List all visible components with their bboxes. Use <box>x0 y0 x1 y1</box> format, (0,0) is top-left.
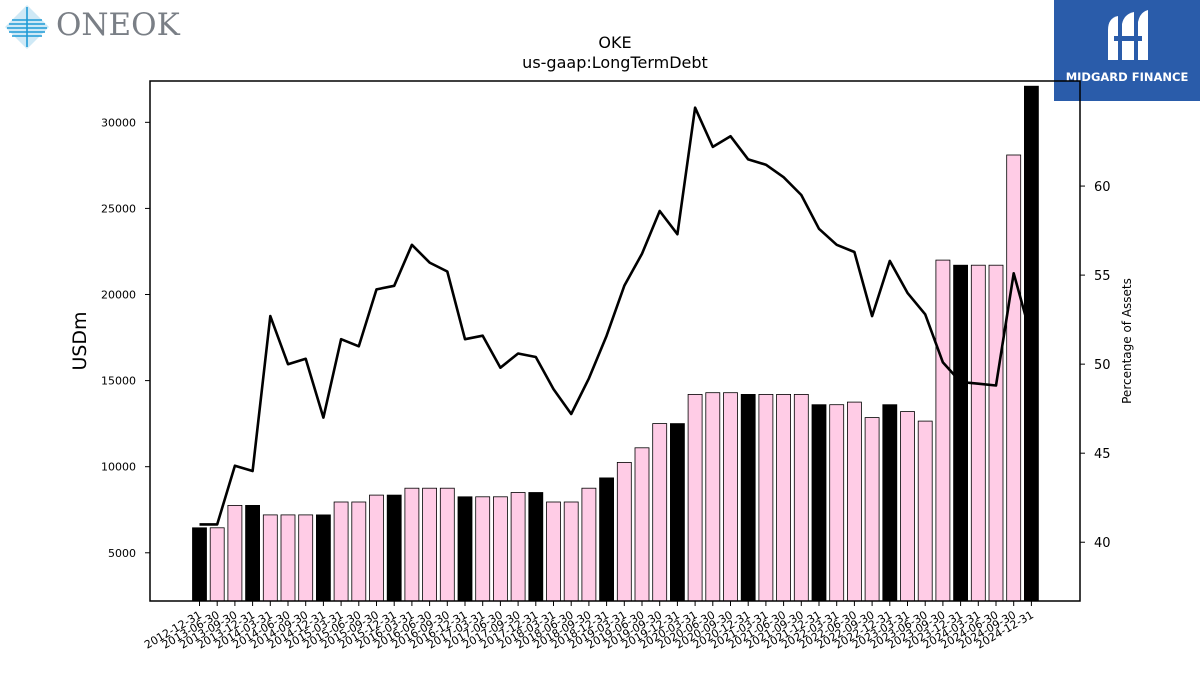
bar-2020-03-31 <box>687 393 703 602</box>
bar-2017-03-31 <box>475 496 491 602</box>
bar-2014-03-31 <box>262 514 278 602</box>
bar-2015-06-30 <box>351 501 367 602</box>
bar-2022-06-30 <box>847 401 862 602</box>
bar-2012-12-31 <box>192 527 207 602</box>
bar-2015-09-30 <box>369 494 384 602</box>
midgard-mark-icon <box>1108 10 1148 60</box>
bar-2018-09-30 <box>581 487 597 602</box>
chart-title: OKE <box>598 33 631 52</box>
bar-2023-03-31 <box>900 411 915 602</box>
bar-2020-12-31 <box>740 393 756 602</box>
bar-2018-03-31 <box>546 501 561 602</box>
y-axis-label: USDm <box>69 311 91 370</box>
bar-2017-06-30 <box>492 496 508 602</box>
y-tick-label: 30000 <box>101 116 136 129</box>
y-tick-label: 15000 <box>101 375 136 388</box>
bar-2021-12-31 <box>811 404 827 602</box>
oneok-logo-text: ONEOK <box>56 7 180 43</box>
bar-2014-06-30 <box>280 514 296 602</box>
bar-2019-09-30 <box>652 423 668 602</box>
y-tick-label: 10000 <box>101 461 136 474</box>
y2-tick-label: 45 <box>1094 447 1111 462</box>
bar-2020-09-30 <box>723 392 738 602</box>
bar-2022-03-31 <box>829 404 845 602</box>
plot-frame <box>149 80 1081 602</box>
bar-2015-12-31 <box>386 494 402 602</box>
line-layer <box>199 106 1033 526</box>
bar-2024-06-30 <box>988 264 1004 602</box>
midgard-finance-logo: MIDGARD FINANCE <box>1054 0 1200 101</box>
bar-2021-09-30 <box>793 393 809 602</box>
y-tick-label: 20000 <box>101 289 136 302</box>
y2-tick-label: 50 <box>1094 358 1111 373</box>
bar-2016-12-31 <box>457 496 473 602</box>
bar-2019-12-31 <box>670 423 685 602</box>
oneok-logo <box>4 4 164 50</box>
bar-2024-09-30 <box>1006 154 1022 602</box>
bar-2018-12-31 <box>599 477 614 602</box>
bar-2022-09-30 <box>864 417 880 602</box>
bar-2024-03-31 <box>970 264 986 602</box>
bar-2015-03-31 <box>333 501 349 602</box>
bar-2016-09-30 <box>439 487 455 602</box>
midgard-finance-logo-text: MIDGARD FINANCE <box>1065 70 1189 84</box>
bar-2020-06-30 <box>705 392 721 602</box>
bar-2014-09-30 <box>298 514 314 602</box>
bar-2014-12-31 <box>315 514 331 602</box>
y-tick-label: 25000 <box>101 202 136 215</box>
y-axis-right: 40 45 50 55 60 <box>1080 180 1111 551</box>
bar-2024-12-31 <box>1024 85 1039 602</box>
y-axis-left: 5000 10000 15000 20000 25000 30000 <box>101 116 150 560</box>
bar-2016-06-30 <box>422 487 438 602</box>
y2-tick-label: 60 <box>1094 180 1111 195</box>
pct-assets-line <box>199 106 1033 526</box>
bar-2022-12-31 <box>882 404 898 602</box>
bar-2019-03-31 <box>616 461 632 602</box>
y2-tick-label: 55 <box>1094 269 1111 284</box>
bar-2018-06-30 <box>563 501 579 602</box>
x-axis: 2012-12-312013-06-302013-09-302013-12-31… <box>142 601 1036 652</box>
chart-subtitle: us-gaap:LongTermDebt <box>522 53 708 72</box>
bar-2023-12-31 <box>953 264 968 602</box>
bars-layer <box>192 85 1039 602</box>
bar-2013-12-31 <box>245 504 261 602</box>
bar-2017-09-30 <box>510 492 526 602</box>
bar-2016-03-31 <box>404 487 420 602</box>
y-tick-label: 5000 <box>108 547 136 560</box>
bar-2023-09-30 <box>935 259 951 602</box>
bar-2013-09-30 <box>227 504 243 602</box>
bar-2017-12-31 <box>528 492 544 602</box>
bar-2013-06-30 <box>209 527 225 602</box>
bar-2021-06-30 <box>776 393 791 602</box>
y2-axis-label: Percentage of Assets <box>1120 278 1134 404</box>
bar-2019-06-30 <box>634 447 650 602</box>
bar-2023-06-30 <box>917 420 933 602</box>
oneok-diamond-icon <box>5 5 49 49</box>
bar-2021-03-31 <box>758 393 774 602</box>
y2-tick-label: 40 <box>1094 536 1111 551</box>
